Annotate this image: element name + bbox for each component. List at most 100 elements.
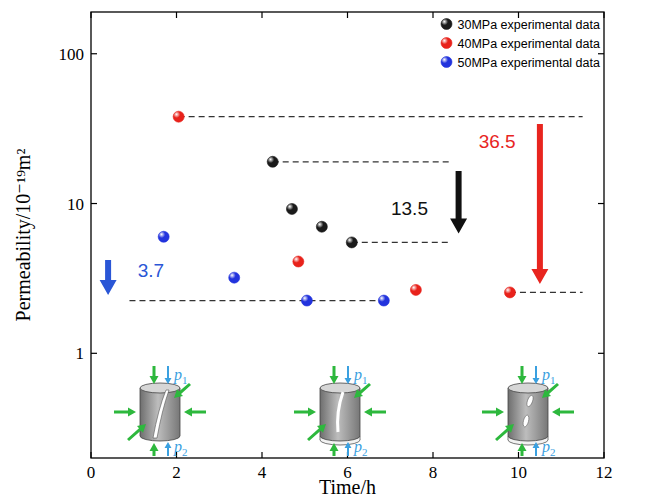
x-tick <box>261 12 262 18</box>
load-arrow <box>150 443 159 456</box>
specimen-top <box>508 383 548 393</box>
x-tick-label: 4 <box>258 463 267 482</box>
legend-marker <box>441 19 452 30</box>
reference-line <box>273 161 450 162</box>
pressure-symbol: p <box>541 438 550 456</box>
y-tick <box>598 203 604 204</box>
annotation-arrow <box>450 171 467 234</box>
x-tick <box>432 452 433 458</box>
data-point <box>173 111 184 122</box>
load-arrow <box>518 366 527 384</box>
annotation-arrow <box>531 124 548 284</box>
x-axis-title: Time/h <box>319 476 376 498</box>
legend-marker <box>441 38 452 49</box>
legend-label: 40MPa experimental data <box>458 37 600 51</box>
specimen-icon: p1p2 <box>114 366 206 458</box>
specimen-body <box>140 388 180 441</box>
pressure-subscript: 1 <box>362 374 368 386</box>
load-arrow <box>307 424 326 441</box>
pressure-symbol: p <box>173 438 182 456</box>
fracture <box>526 395 535 408</box>
pressure-arrow <box>533 366 540 384</box>
pressure-subscript: 1 <box>182 374 188 386</box>
y-tick <box>91 53 97 54</box>
y-tick <box>91 353 97 354</box>
reference-line <box>510 292 583 293</box>
pressure-arrow <box>345 366 352 384</box>
y-tick <box>598 353 604 354</box>
chart: 024681012110100Time/hPermeability/10⁻¹⁹m… <box>0 0 651 503</box>
load-arrow <box>518 443 527 456</box>
pressure-subscript: 2 <box>550 446 556 458</box>
legend-label: 30MPa experimental data <box>458 18 600 32</box>
specimen-body <box>320 388 360 441</box>
data-point <box>286 203 297 214</box>
load-arrow <box>330 366 339 384</box>
data-point <box>378 295 389 306</box>
pressure-symbol: p <box>541 366 550 384</box>
legend-label: 50MPa experimental data <box>458 56 600 70</box>
load-arrow <box>150 366 159 384</box>
x-tick-label: 0 <box>87 463 96 482</box>
load-arrow <box>330 443 339 456</box>
load-arrow <box>294 408 316 417</box>
pressure-arrow <box>533 442 540 456</box>
load-arrow <box>495 424 514 441</box>
data-point <box>346 237 357 248</box>
pressure-arrow <box>345 442 352 456</box>
data-point <box>301 295 312 306</box>
pressure-arrow <box>165 366 172 384</box>
fracture <box>522 415 530 428</box>
load-arrow <box>184 408 206 417</box>
x-tick-label: 10 <box>510 463 527 482</box>
y-tick-label: 100 <box>59 45 85 64</box>
y-tick-label: 1 <box>76 344 85 363</box>
data-point <box>229 272 240 283</box>
data-point <box>504 287 515 298</box>
load-arrow <box>114 408 136 417</box>
data-point <box>293 256 304 267</box>
annotation-label: 3.7 <box>138 260 164 281</box>
load-arrow <box>364 408 386 417</box>
legend-marker <box>441 57 452 68</box>
x-tick <box>603 452 604 458</box>
specimen-top <box>140 383 180 393</box>
y-tick-label: 10 <box>67 195 84 214</box>
x-tick-label: 12 <box>596 463 613 482</box>
y-tick <box>91 203 97 204</box>
pressure-symbol: p <box>353 438 362 456</box>
x-tick <box>518 452 519 458</box>
reference-line <box>129 300 383 301</box>
specimen-icon: p1p2 <box>482 366 574 458</box>
pressure-label: p2 <box>353 438 368 458</box>
data-point <box>267 156 278 167</box>
data-point <box>410 284 421 295</box>
annotation-label: 13.5 <box>391 198 428 219</box>
y-axis-title: Permeability/10⁻¹⁹m² <box>12 149 35 322</box>
annotation-arrow <box>100 260 117 295</box>
specimen-icon: p1p2 <box>294 366 386 458</box>
specimen-top <box>320 383 360 393</box>
fracture <box>338 392 343 432</box>
pressure-symbol: p <box>173 366 182 384</box>
load-arrow <box>482 408 504 417</box>
x-tick <box>90 12 91 18</box>
x-tick <box>603 12 604 18</box>
specimen-body <box>508 388 548 441</box>
pressure-arrow <box>165 442 172 456</box>
pressure-label: p1 <box>353 366 368 386</box>
x-tick-label: 2 <box>172 463 181 482</box>
x-tick-label: 8 <box>429 463 438 482</box>
reference-line <box>352 242 450 243</box>
x-tick <box>176 12 177 18</box>
pressure-label: p2 <box>173 438 188 458</box>
x-tick <box>261 452 262 458</box>
pressure-subscript: 2 <box>182 446 188 458</box>
x-tick <box>432 12 433 18</box>
load-arrow <box>127 424 146 441</box>
pressure-label: p1 <box>541 366 556 386</box>
pressure-subscript: 1 <box>550 374 556 386</box>
load-arrow <box>552 408 574 417</box>
x-tick <box>347 12 348 18</box>
data-point <box>158 231 169 242</box>
